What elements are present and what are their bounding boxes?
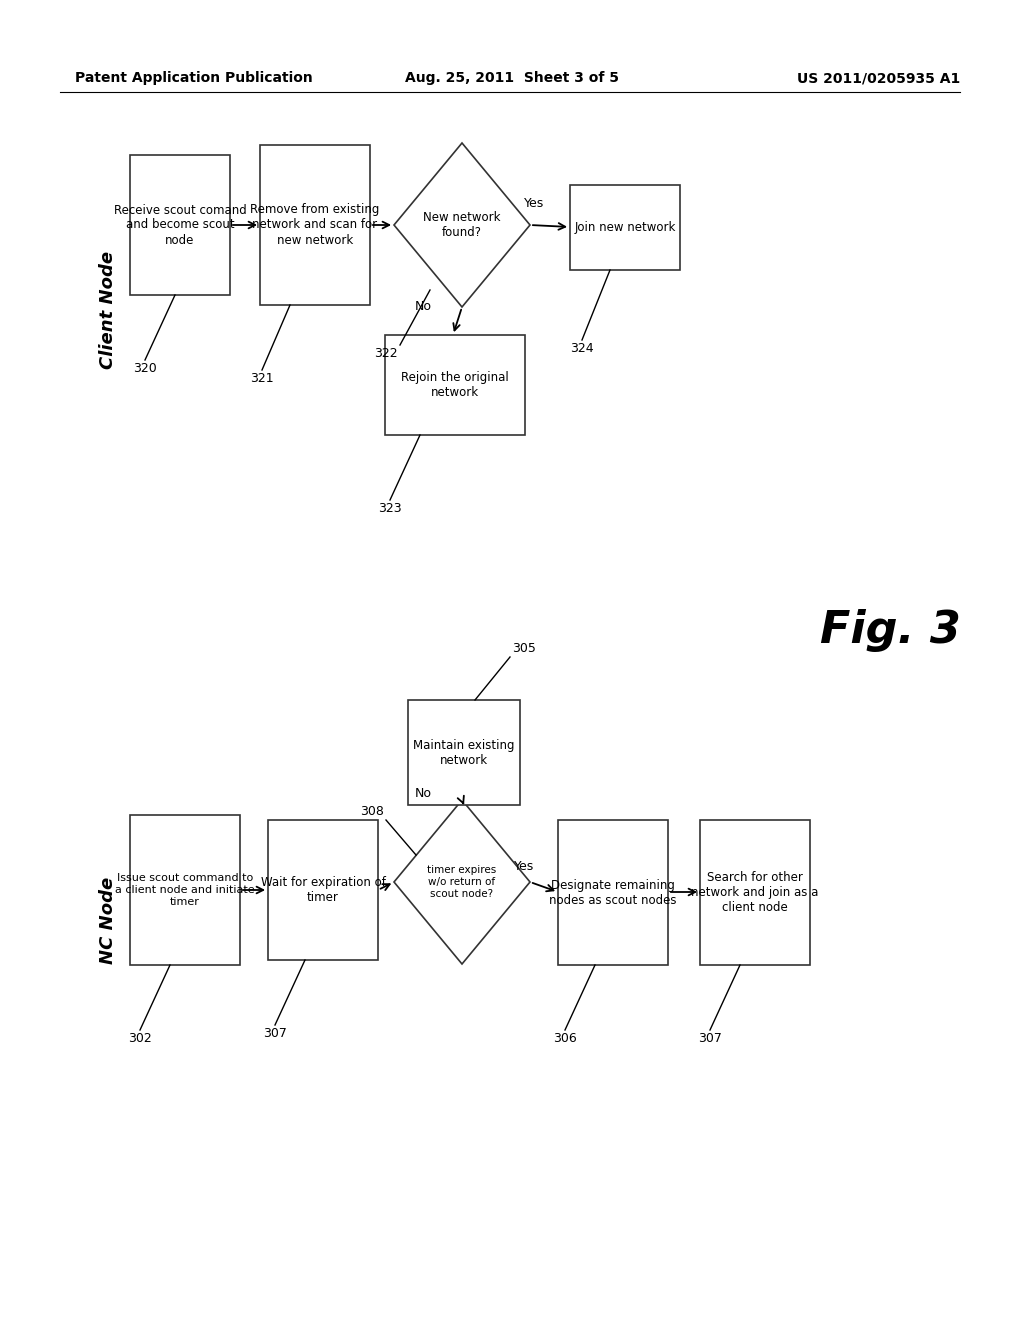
Text: No: No bbox=[415, 787, 432, 800]
Text: Yes: Yes bbox=[514, 861, 535, 873]
Bar bbox=[408, 700, 520, 805]
Text: 322: 322 bbox=[375, 347, 398, 360]
Text: 321: 321 bbox=[250, 372, 273, 385]
Text: Aug. 25, 2011  Sheet 3 of 5: Aug. 25, 2011 Sheet 3 of 5 bbox=[406, 71, 618, 84]
Text: Issue scout command to
a client node and initiate
timer: Issue scout command to a client node and… bbox=[115, 874, 255, 907]
Text: Remove from existing
network and scan for
new network: Remove from existing network and scan fo… bbox=[250, 203, 380, 247]
Text: 324: 324 bbox=[570, 342, 594, 355]
Text: Client Node: Client Node bbox=[99, 251, 117, 370]
Text: Receive scout comand
and become scout
node: Receive scout comand and become scout no… bbox=[114, 203, 247, 247]
Text: Maintain existing
network: Maintain existing network bbox=[414, 738, 515, 767]
Text: Search for other
network and join as a
client node: Search for other network and join as a c… bbox=[691, 871, 818, 913]
Text: Patent Application Publication: Patent Application Publication bbox=[75, 71, 312, 84]
Text: 306: 306 bbox=[553, 1032, 577, 1045]
Text: 307: 307 bbox=[263, 1027, 287, 1040]
Bar bbox=[130, 814, 240, 965]
Bar bbox=[700, 820, 810, 965]
Text: 320: 320 bbox=[133, 362, 157, 375]
Bar bbox=[558, 820, 668, 965]
Text: US 2011/0205935 A1: US 2011/0205935 A1 bbox=[797, 71, 961, 84]
Bar bbox=[570, 185, 680, 271]
Text: 302: 302 bbox=[128, 1032, 152, 1045]
Text: Join new network: Join new network bbox=[574, 220, 676, 234]
Text: NC Node: NC Node bbox=[99, 876, 117, 964]
Polygon shape bbox=[394, 143, 530, 308]
Text: Rejoin the original
network: Rejoin the original network bbox=[401, 371, 509, 399]
Text: Designate remaining
nodes as scout nodes: Designate remaining nodes as scout nodes bbox=[549, 879, 677, 907]
Bar bbox=[268, 820, 378, 960]
Bar bbox=[260, 145, 370, 305]
Bar bbox=[385, 335, 525, 436]
Text: 323: 323 bbox=[378, 502, 401, 515]
Text: New network
found?: New network found? bbox=[423, 211, 501, 239]
Text: No: No bbox=[415, 300, 432, 313]
Text: 305: 305 bbox=[512, 642, 536, 655]
Text: 308: 308 bbox=[360, 805, 384, 818]
Text: Fig. 3: Fig. 3 bbox=[820, 609, 961, 652]
Bar bbox=[130, 154, 230, 294]
Text: Wait for expiration of
timer: Wait for expiration of timer bbox=[260, 876, 385, 904]
Text: timer expires
w/o return of
scout node?: timer expires w/o return of scout node? bbox=[427, 866, 497, 899]
Text: 307: 307 bbox=[698, 1032, 722, 1045]
Text: Yes: Yes bbox=[524, 197, 544, 210]
Polygon shape bbox=[394, 800, 530, 964]
